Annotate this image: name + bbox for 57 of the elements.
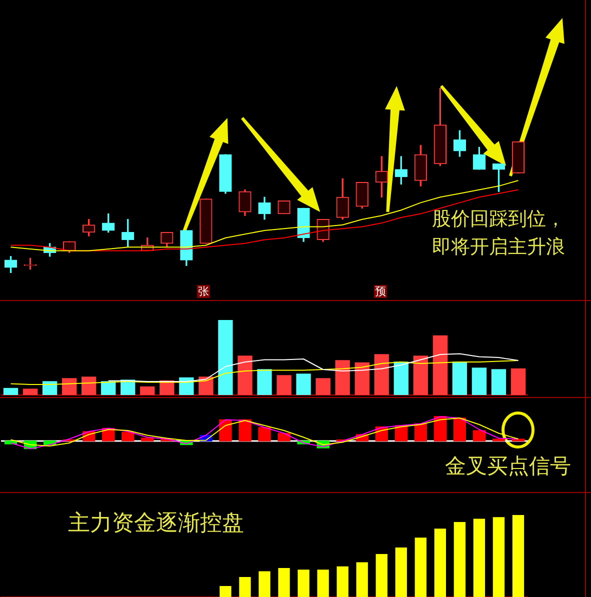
bar: [62, 378, 77, 395]
bar: [239, 576, 251, 597]
bar: [120, 380, 136, 395]
bar: [432, 335, 448, 395]
bar: [512, 515, 524, 597]
bar: [296, 374, 311, 395]
bar: [491, 369, 506, 395]
text: 金叉买点信号: [445, 454, 571, 478]
bar: [276, 375, 292, 395]
bar: [453, 418, 466, 442]
bar: [257, 369, 272, 395]
bar: [82, 376, 96, 395]
bar: [492, 438, 506, 442]
bar: [218, 320, 233, 395]
bar: [258, 571, 270, 597]
bar: [473, 518, 486, 597]
annotation: 即将开启主升浪: [432, 236, 565, 258]
bar: [238, 356, 252, 395]
bar: [220, 586, 232, 597]
bar: [258, 427, 271, 442]
bar: [395, 547, 407, 597]
bar: [414, 538, 426, 597]
bar: [278, 568, 290, 597]
bar: [492, 517, 505, 597]
bar: [278, 432, 290, 442]
bar: [354, 362, 370, 395]
bar: [413, 356, 428, 395]
bar: [472, 430, 486, 442]
bar: [140, 386, 155, 395]
bar: [434, 416, 446, 442]
bar: [434, 528, 446, 597]
bar: [141, 438, 154, 442]
bar: [335, 360, 350, 395]
bar: [238, 419, 252, 442]
text: 预: [374, 285, 387, 298]
bar: [414, 423, 427, 442]
annotation: 股价回踩到位，: [432, 208, 565, 230]
bar: [336, 566, 348, 597]
bar: [394, 362, 408, 395]
bar: [3, 388, 18, 395]
bar: [356, 562, 368, 597]
text: 张: [197, 285, 210, 298]
bar: [452, 362, 468, 395]
bar: [376, 554, 388, 597]
bar: [316, 378, 330, 395]
annotation: 主力资金逐渐控盘: [68, 511, 244, 536]
bar: [42, 381, 58, 395]
bar: [374, 354, 389, 395]
bar: [298, 570, 310, 597]
bar: [454, 522, 466, 597]
bar: [510, 368, 526, 395]
bar: [472, 368, 487, 395]
bar: [317, 570, 329, 597]
bar: [198, 376, 214, 395]
bar: [101, 381, 116, 395]
bar: [122, 432, 134, 442]
bar: [22, 388, 38, 395]
